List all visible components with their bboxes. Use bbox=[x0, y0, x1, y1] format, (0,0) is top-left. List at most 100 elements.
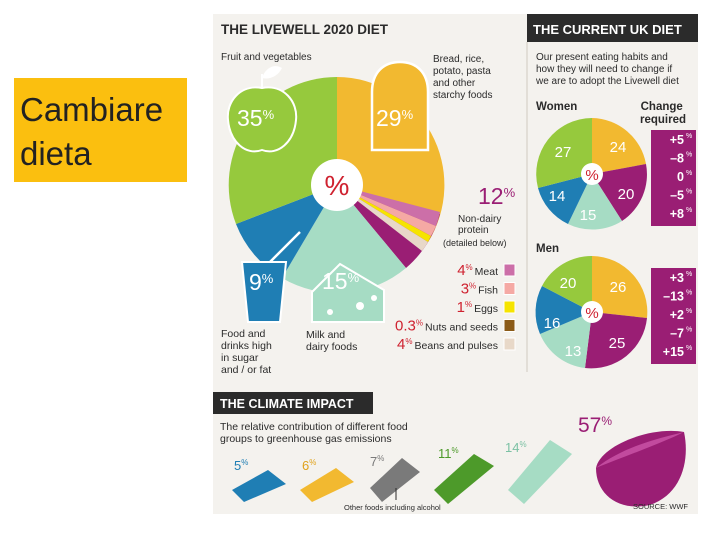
climate-wedge-sugar bbox=[232, 470, 286, 502]
protein-breakdown-swatch bbox=[503, 282, 516, 295]
climate-source: SOURCE: WWF bbox=[633, 502, 688, 511]
change-header: Change required bbox=[640, 101, 686, 126]
climate-wedge-fruit-veg bbox=[434, 454, 494, 504]
women-blue-value: 14 bbox=[549, 188, 566, 205]
men-blue-value: 16 bbox=[544, 315, 561, 332]
protein-breakdown-swatch bbox=[503, 263, 516, 277]
protein-breakdown-item: 4% Meat bbox=[457, 262, 498, 279]
change-value: +15 bbox=[663, 345, 684, 359]
pie-slice-sugar bbox=[236, 185, 337, 278]
pie-sub-eggs bbox=[337, 185, 431, 242]
men-slice-blue bbox=[535, 286, 592, 334]
women-yellow-value: 24 bbox=[610, 139, 627, 156]
change-percent: % bbox=[686, 327, 692, 334]
climate-value-starchy: 6% bbox=[302, 458, 316, 473]
climate-value-sugar: 5% bbox=[234, 458, 248, 473]
climate-value-dairy: 14% bbox=[505, 440, 527, 455]
change-value: +5 bbox=[670, 133, 684, 147]
climate-wedge-starchy bbox=[300, 468, 354, 502]
pie-sub-fish bbox=[337, 185, 436, 236]
fruit-veg-value: 35% bbox=[237, 105, 275, 131]
men-mint-value: 13 bbox=[565, 343, 582, 360]
dairy-value: 15% bbox=[322, 268, 360, 294]
change-value: –7 bbox=[670, 327, 684, 341]
protein-breakdown-item: 3% Fish bbox=[461, 281, 498, 298]
men-purple-value: 25 bbox=[609, 335, 626, 352]
sugar-label: Food and drinks high in sugar and / or f… bbox=[221, 328, 275, 376]
pie-slice-dairy bbox=[282, 185, 406, 293]
protein-value: 12% bbox=[478, 183, 516, 209]
change-value: +8 bbox=[670, 207, 684, 221]
sugar-value: 9% bbox=[249, 269, 274, 295]
change-percent: % bbox=[686, 133, 692, 140]
women-pie-percent: % bbox=[585, 167, 598, 184]
pie-center-percent: % bbox=[325, 170, 350, 201]
women-mint-value: 15 bbox=[580, 207, 597, 224]
protein-breakdown-swatch bbox=[503, 337, 516, 351]
women-slice-green bbox=[536, 118, 592, 188]
livewell-pie: % bbox=[228, 76, 445, 293]
pie-center bbox=[311, 159, 363, 211]
starchy-value: 29% bbox=[376, 105, 414, 131]
men-pie: % 26 25 13 16 20 bbox=[535, 255, 648, 369]
slide-title-line1: Cambiare bbox=[20, 91, 164, 128]
change-value: –8 bbox=[670, 152, 684, 166]
men-pie-center bbox=[581, 301, 603, 323]
men-pie-percent: % bbox=[585, 305, 598, 322]
men-green-value: 20 bbox=[560, 275, 577, 292]
change-value: +3 bbox=[670, 271, 684, 285]
protein-label: Non-dairy protein bbox=[458, 214, 504, 236]
pie-slice-protein bbox=[337, 185, 428, 268]
women-pie: % 24 20 15 14 27 bbox=[536, 118, 647, 230]
protein-breakdown-item: 1% Eggs bbox=[457, 299, 498, 316]
bread-icon bbox=[370, 60, 430, 152]
climate-value-other: 7% bbox=[370, 454, 384, 469]
climate-value-protein: 57% bbox=[578, 414, 612, 437]
change-value: 0 bbox=[677, 170, 684, 184]
women-pie-center bbox=[581, 163, 603, 185]
men-slice-yellow bbox=[592, 256, 648, 318]
change-percent: % bbox=[686, 271, 692, 278]
women-slice-yellow bbox=[592, 118, 646, 174]
pie-sub-beans bbox=[337, 185, 428, 251]
climate-header-bar bbox=[213, 392, 373, 414]
climate-header: THE CLIMATE IMPACT bbox=[220, 397, 354, 411]
livewell-header: THE LIVEWELL 2020 DIET bbox=[221, 22, 389, 37]
protein-breakdown-swatch bbox=[503, 319, 516, 332]
women-green-value: 27 bbox=[555, 144, 572, 161]
change-percent: % bbox=[686, 189, 692, 196]
men-slice-mint bbox=[540, 312, 592, 368]
change-percent: % bbox=[686, 207, 692, 214]
pie-sub-meat bbox=[337, 185, 440, 226]
change-value: +2 bbox=[670, 308, 684, 322]
climate-subtitle: The relative contribution of different f… bbox=[220, 421, 411, 445]
slide-title-line2: dieta bbox=[20, 135, 92, 172]
dairy-label: Milk and dairy foods bbox=[306, 329, 357, 353]
starchy-label: Bread, rice, potato, pasta and other sta… bbox=[433, 54, 494, 101]
climate-wedge-dairy bbox=[508, 440, 572, 504]
women-slice-purple bbox=[592, 164, 647, 221]
women-purple-value: 20 bbox=[618, 186, 635, 203]
current-uk-intro: Our present eating habits and how they w… bbox=[535, 52, 679, 87]
protein-breakdown-item: 0.3% Nuts and seeds bbox=[395, 318, 498, 335]
men-slice-purple bbox=[585, 312, 647, 369]
cup-icon bbox=[240, 231, 301, 323]
climate-wedges bbox=[232, 430, 686, 507]
men-slice-green bbox=[542, 255, 592, 312]
livewell-header-bar bbox=[213, 14, 393, 40]
climate-wedge-protein bbox=[596, 430, 686, 507]
climate-value-fruit-veg: 11% bbox=[438, 446, 459, 461]
women-change-list: +5 %–8 %0 %–5 %+8% bbox=[670, 133, 693, 221]
women-slice-mint bbox=[568, 174, 622, 230]
current-uk-header: THE CURRENT UK DIET bbox=[533, 22, 682, 37]
men-change-box bbox=[651, 268, 696, 364]
change-percent: % bbox=[686, 290, 692, 297]
protein-breakdown-swatch bbox=[503, 300, 516, 314]
change-percent: % bbox=[686, 345, 692, 352]
climate-other-note: Other foods including alcohol bbox=[344, 503, 441, 512]
change-percent: % bbox=[686, 170, 692, 177]
change-percent: % bbox=[686, 308, 692, 315]
protein-detail: (detailed below) bbox=[443, 238, 507, 248]
